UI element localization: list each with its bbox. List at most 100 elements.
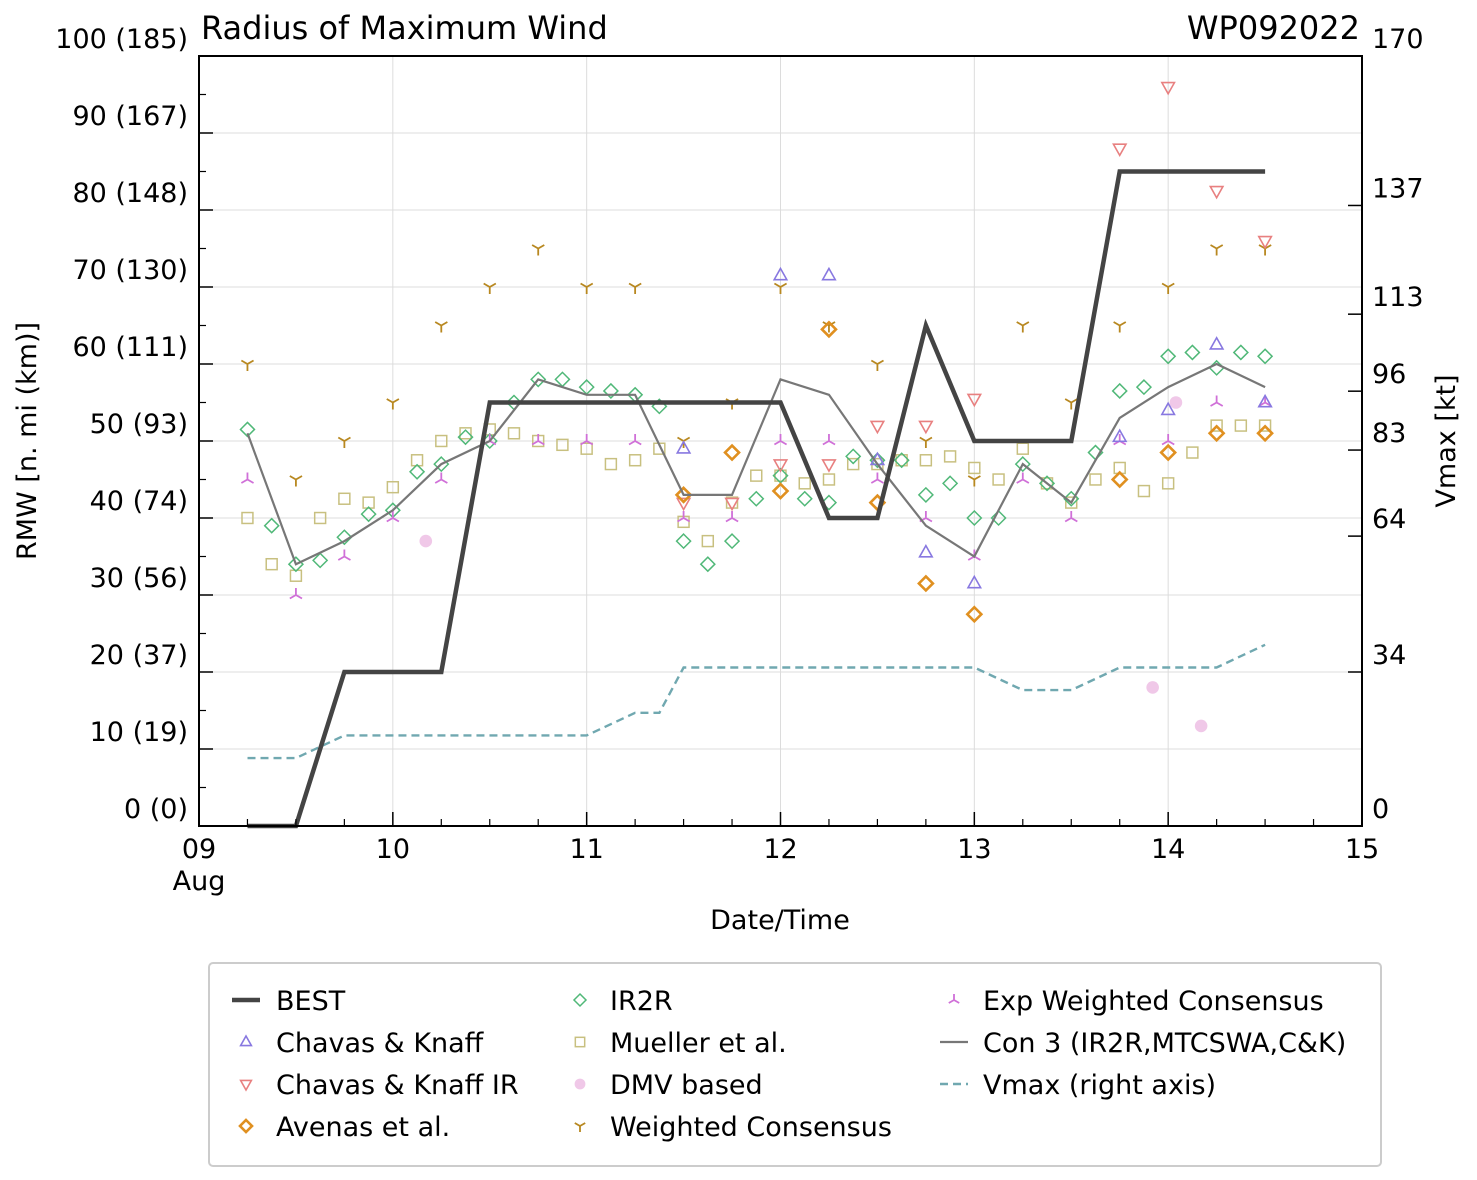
x-tick-label: 09 xyxy=(182,834,216,865)
y-axis-right-label: Vmax [kt] xyxy=(1431,374,1462,507)
chavas-knaff-ir-marker xyxy=(675,497,692,512)
ir2r-marker xyxy=(1014,456,1031,473)
legend-label: Chavas & Knaff xyxy=(276,1028,485,1059)
mueller-et-al-marker xyxy=(1040,477,1054,490)
mueller-et-al-marker xyxy=(1016,442,1030,455)
exp-weighted-consensus-marker xyxy=(1016,472,1030,484)
avenas-et-al-marker xyxy=(771,482,790,500)
con-3-ir2r-mtcswa-c-k-line xyxy=(246,362,1266,566)
series-layer xyxy=(239,81,1274,829)
series-vmax-right-axis xyxy=(247,643,1266,760)
legend-item-exp-weighted-consensus: Exp Weighted Consensus xyxy=(948,986,1324,1017)
chavas-knaff-ir-marker xyxy=(1208,185,1225,200)
ir2r-marker xyxy=(820,494,838,511)
ir2r-marker xyxy=(530,371,547,388)
y-right-tick-label: 34 xyxy=(1372,640,1406,671)
x-tick-label: 12 xyxy=(763,834,797,865)
weighted-consensus-marker xyxy=(580,282,594,294)
mueller-et-al-marker xyxy=(1234,419,1248,432)
y-tick-label: 40 (74) xyxy=(90,486,188,517)
mueller-et-al-marker xyxy=(1137,484,1151,498)
chavas-knaff-marker xyxy=(675,440,692,454)
exp-weighted-consensus-marker xyxy=(240,472,254,484)
chavas-knaff-ir-marker xyxy=(1112,143,1128,158)
chavas-knaff-ir-marker xyxy=(1257,235,1273,250)
series-avenas-et-al xyxy=(674,320,1274,624)
weighted-consensus-marker xyxy=(337,436,351,448)
mueller-et-al-marker xyxy=(1089,473,1102,486)
ir2r-marker xyxy=(239,421,256,438)
series-weighted-consensus xyxy=(240,244,1272,487)
ir2r-marker xyxy=(312,552,329,569)
mueller-et-al-marker xyxy=(507,427,521,440)
legend-label: DMV based xyxy=(610,1070,763,1101)
mueller-et-al-marker xyxy=(1258,419,1272,432)
chavas-knaff-ir-marker xyxy=(966,393,983,408)
ir2r-marker xyxy=(893,452,910,469)
weighted-consensus-marker xyxy=(1258,244,1272,256)
avenas-et-al-marker xyxy=(917,574,935,593)
ir2r-marker xyxy=(990,509,1007,527)
series-con-3-ir2r-mtcswa-c-k xyxy=(246,362,1266,566)
ir2r-marker xyxy=(699,556,716,573)
legend-label: Con 3 (IR2R,MTCSWA,C&K) xyxy=(983,1028,1346,1059)
weighted-consensus-marker xyxy=(628,282,642,294)
series-ir2r xyxy=(239,344,1274,573)
chavas-knaff-marker xyxy=(918,544,934,558)
ir2r-marker xyxy=(360,506,377,523)
legend-item-weighted-consensus: Weighted Consensus xyxy=(574,1112,892,1143)
avenas-et-al-marker xyxy=(820,320,838,339)
y-right-tick-label: 64 xyxy=(1372,504,1406,535)
vmax-right-axis-line xyxy=(247,643,1266,760)
ir2r-marker xyxy=(554,371,571,388)
legend-label: IR2R xyxy=(610,986,673,1017)
legend-swatch xyxy=(572,992,588,1008)
weighted-consensus-marker xyxy=(1016,321,1030,333)
chavas-knaff-marker xyxy=(1160,401,1176,416)
ir2r-marker xyxy=(966,509,983,527)
legend-swatch xyxy=(948,994,960,1004)
ir2r-marker xyxy=(1111,382,1128,400)
mueller-et-al-marker xyxy=(701,534,715,548)
exp-weighted-consensus-marker xyxy=(870,472,884,484)
exp-weighted-consensus-marker xyxy=(386,511,400,523)
y-tick-label: 30 (56) xyxy=(90,563,188,594)
chavas-knaff-ir-marker xyxy=(821,459,837,473)
legend-swatch xyxy=(574,1078,586,1090)
x-tick-label: 11 xyxy=(569,834,603,865)
ir2r-marker xyxy=(602,382,619,400)
weighted-consensus-marker xyxy=(483,282,497,294)
x-tick-label: 13 xyxy=(957,834,991,865)
series-dmv-based xyxy=(419,396,1208,733)
legend-label: BEST xyxy=(276,986,346,1017)
mueller-et-al-marker xyxy=(313,511,327,525)
legend-item-chavas-knaff: Chavas & Knaff xyxy=(239,1028,485,1059)
ir2r-marker xyxy=(457,429,474,446)
chavas-knaff-marker xyxy=(966,574,983,589)
y-right-tick-label: 137 xyxy=(1372,173,1424,204)
x-tick-label: 10 xyxy=(376,834,410,865)
legend-item-dmv-based: DMV based xyxy=(574,1070,763,1101)
legend-item-con-3-ir2r-mtcswa-c-k: Con 3 (IR2R,MTCSWA,C&K) xyxy=(940,1028,1346,1059)
weighted-consensus-marker xyxy=(1064,398,1078,410)
exp-weighted-consensus-marker xyxy=(1161,434,1175,446)
x-tick-sublabel: Aug xyxy=(173,866,226,897)
exp-weighted-consensus-marker xyxy=(337,549,351,561)
weighted-consensus-marker xyxy=(1210,244,1224,256)
mueller-et-al-marker xyxy=(992,473,1005,486)
chavas-knaff-marker xyxy=(772,266,789,281)
mueller-et-al-marker xyxy=(750,469,763,482)
mueller-et-al-marker xyxy=(628,454,642,467)
ir2r-marker xyxy=(336,529,353,546)
x-axis-label: Date/Time xyxy=(710,905,850,936)
chavas-knaff-marker xyxy=(821,266,837,281)
legend-swatch xyxy=(239,1079,253,1092)
mueller-et-al-marker xyxy=(580,442,593,455)
weighted-consensus-marker xyxy=(531,244,545,256)
legend-item-avenas-et-al: Avenas et al. xyxy=(238,1112,450,1143)
weighted-consensus-marker xyxy=(919,436,933,448)
mueller-et-al-marker xyxy=(459,427,472,440)
chavas-knaff-ir-marker xyxy=(918,420,934,435)
ir2r-marker xyxy=(1160,348,1177,365)
